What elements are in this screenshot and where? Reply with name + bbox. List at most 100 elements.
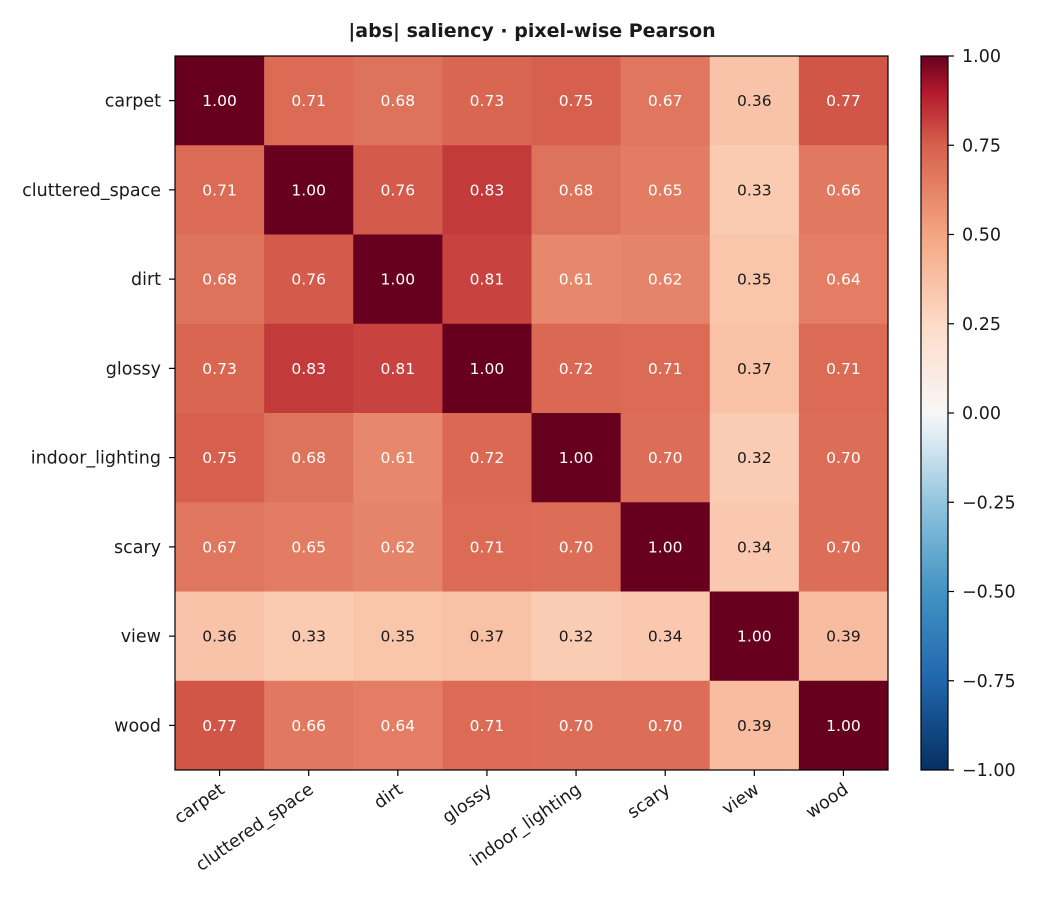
heatmap-cell	[264, 56, 354, 146]
heatmap-cell	[620, 145, 711, 235]
cell-value-label: 0.75	[559, 92, 594, 110]
colorbar-tick-label: 0.75	[962, 136, 1001, 156]
heatmap-cell	[442, 323, 533, 414]
heatmap-cell	[531, 502, 622, 592]
heatmap-cell	[709, 56, 800, 146]
colorbar-tick-label: −0.25	[962, 493, 1016, 513]
heatmap-cell	[175, 413, 265, 503]
cell-value-label: 0.61	[381, 449, 416, 467]
heatmap-cell	[353, 56, 443, 146]
heatmap-cell	[531, 413, 622, 503]
cell-value-label: 0.62	[381, 538, 416, 556]
cell-value-label: 0.32	[737, 449, 772, 467]
cell-value-label: 0.81	[381, 360, 416, 378]
heatmap-cell	[353, 591, 443, 682]
heatmap-cell	[620, 591, 711, 682]
heatmap-cell	[798, 680, 889, 771]
heatmap-cell	[798, 502, 889, 592]
y-tick-label: wood	[114, 716, 161, 736]
x-tick-label: wood	[802, 780, 852, 823]
heatmap-cell	[442, 56, 533, 146]
heatmap-cell	[531, 680, 622, 771]
heatmap-cell	[264, 234, 354, 325]
cell-value-label: 0.72	[559, 360, 594, 378]
heatmap-cell	[353, 413, 443, 503]
heatmap-cell	[709, 145, 800, 235]
x-tick-label: dirt	[371, 780, 407, 814]
cell-value-label: 0.71	[470, 538, 505, 556]
cell-value-label: 0.33	[737, 181, 772, 199]
cell-value-label: 0.66	[291, 717, 326, 735]
heatmap-cell	[442, 502, 533, 592]
cell-value-label: 0.61	[559, 271, 594, 289]
heatmap-cell	[353, 680, 443, 771]
cell-value-label: 1.00	[381, 271, 416, 289]
heatmap-cell	[798, 323, 889, 414]
cell-value-label: 1.00	[648, 538, 683, 556]
heatmap-cell	[264, 413, 354, 503]
cell-value-label: 0.36	[737, 92, 772, 110]
cell-value-label: 0.36	[202, 628, 237, 646]
colorbar: 1.00 0.75 0.50 0.25 0.00 −0.25 −0.50 −0.75 −1.00	[920, 47, 1016, 781]
y-tick-label: glossy	[106, 359, 161, 379]
cell-value-label: 0.83	[470, 181, 505, 199]
chart-title: |abs| saliency · pixel-wise Pearson	[348, 20, 715, 42]
cell-value-label: 0.67	[648, 92, 683, 110]
heatmap-cell	[175, 323, 265, 414]
heatmap-cell	[798, 591, 889, 682]
cell-value-label: 0.71	[470, 717, 505, 735]
cell-value-label: 0.37	[470, 628, 505, 646]
x-tick-label: glossy	[439, 780, 496, 828]
cell-value-label: 0.70	[648, 449, 683, 467]
heatmap-cell	[175, 591, 265, 682]
heatmap-cell	[620, 56, 711, 146]
cell-value-label: 0.35	[381, 628, 416, 646]
cell-value-label: 0.64	[826, 271, 861, 289]
cell-value-label: 0.77	[826, 92, 861, 110]
heatmap-cell	[175, 56, 265, 146]
y-tick-label: indoor_lighting	[31, 449, 161, 469]
heatmap-cell	[531, 323, 622, 414]
cell-value-label: 1.00	[470, 360, 505, 378]
colorbar-tick-label: −0.75	[962, 672, 1016, 692]
cell-value-label: 1.00	[826, 717, 861, 735]
cell-value-label: 1.00	[202, 92, 237, 110]
heatmap-cell	[531, 591, 622, 682]
cell-value-label: 0.64	[381, 717, 416, 735]
cell-value-label: 0.72	[470, 449, 505, 467]
x-tick-label: scary	[624, 780, 674, 823]
cell-value-label: 0.67	[202, 538, 237, 556]
heatmap-cell	[798, 56, 889, 146]
heatmap-cell	[353, 502, 443, 592]
cell-value-label: 0.81	[470, 271, 505, 289]
cell-value-label: 0.37	[737, 360, 772, 378]
cell-value-label: 0.70	[648, 717, 683, 735]
heatmap-cell	[264, 145, 354, 235]
cell-value-label: 0.75	[202, 449, 237, 467]
heatmap-cell	[175, 145, 265, 235]
heatmap-cell	[442, 145, 533, 235]
cell-value-label: 0.65	[291, 538, 326, 556]
heatmap-cell	[531, 145, 622, 235]
cell-value-label: 0.77	[202, 717, 237, 735]
cell-value-label: 0.71	[202, 181, 237, 199]
cell-value-label: 0.76	[381, 181, 416, 199]
heatmap-cell	[709, 234, 800, 325]
cell-value-label: 1.00	[737, 628, 772, 646]
cell-value-label: 0.66	[826, 181, 861, 199]
y-tick-label: view	[121, 627, 161, 647]
heatmap-cell	[798, 145, 889, 235]
cell-value-label: 0.62	[648, 271, 683, 289]
heatmap-cell	[620, 323, 711, 414]
heatmap-cell	[353, 323, 443, 414]
cell-value-label: 1.00	[291, 181, 326, 199]
y-tick-label: scary	[114, 538, 161, 558]
cell-value-label: 0.68	[291, 449, 326, 467]
heatmap-cell	[620, 680, 711, 771]
heatmap-cell	[709, 323, 800, 414]
cell-value-label: 0.39	[826, 628, 861, 646]
heatmap-cell	[175, 502, 265, 592]
cell-value-label: 0.32	[559, 628, 594, 646]
x-tick-label: view	[719, 780, 763, 820]
